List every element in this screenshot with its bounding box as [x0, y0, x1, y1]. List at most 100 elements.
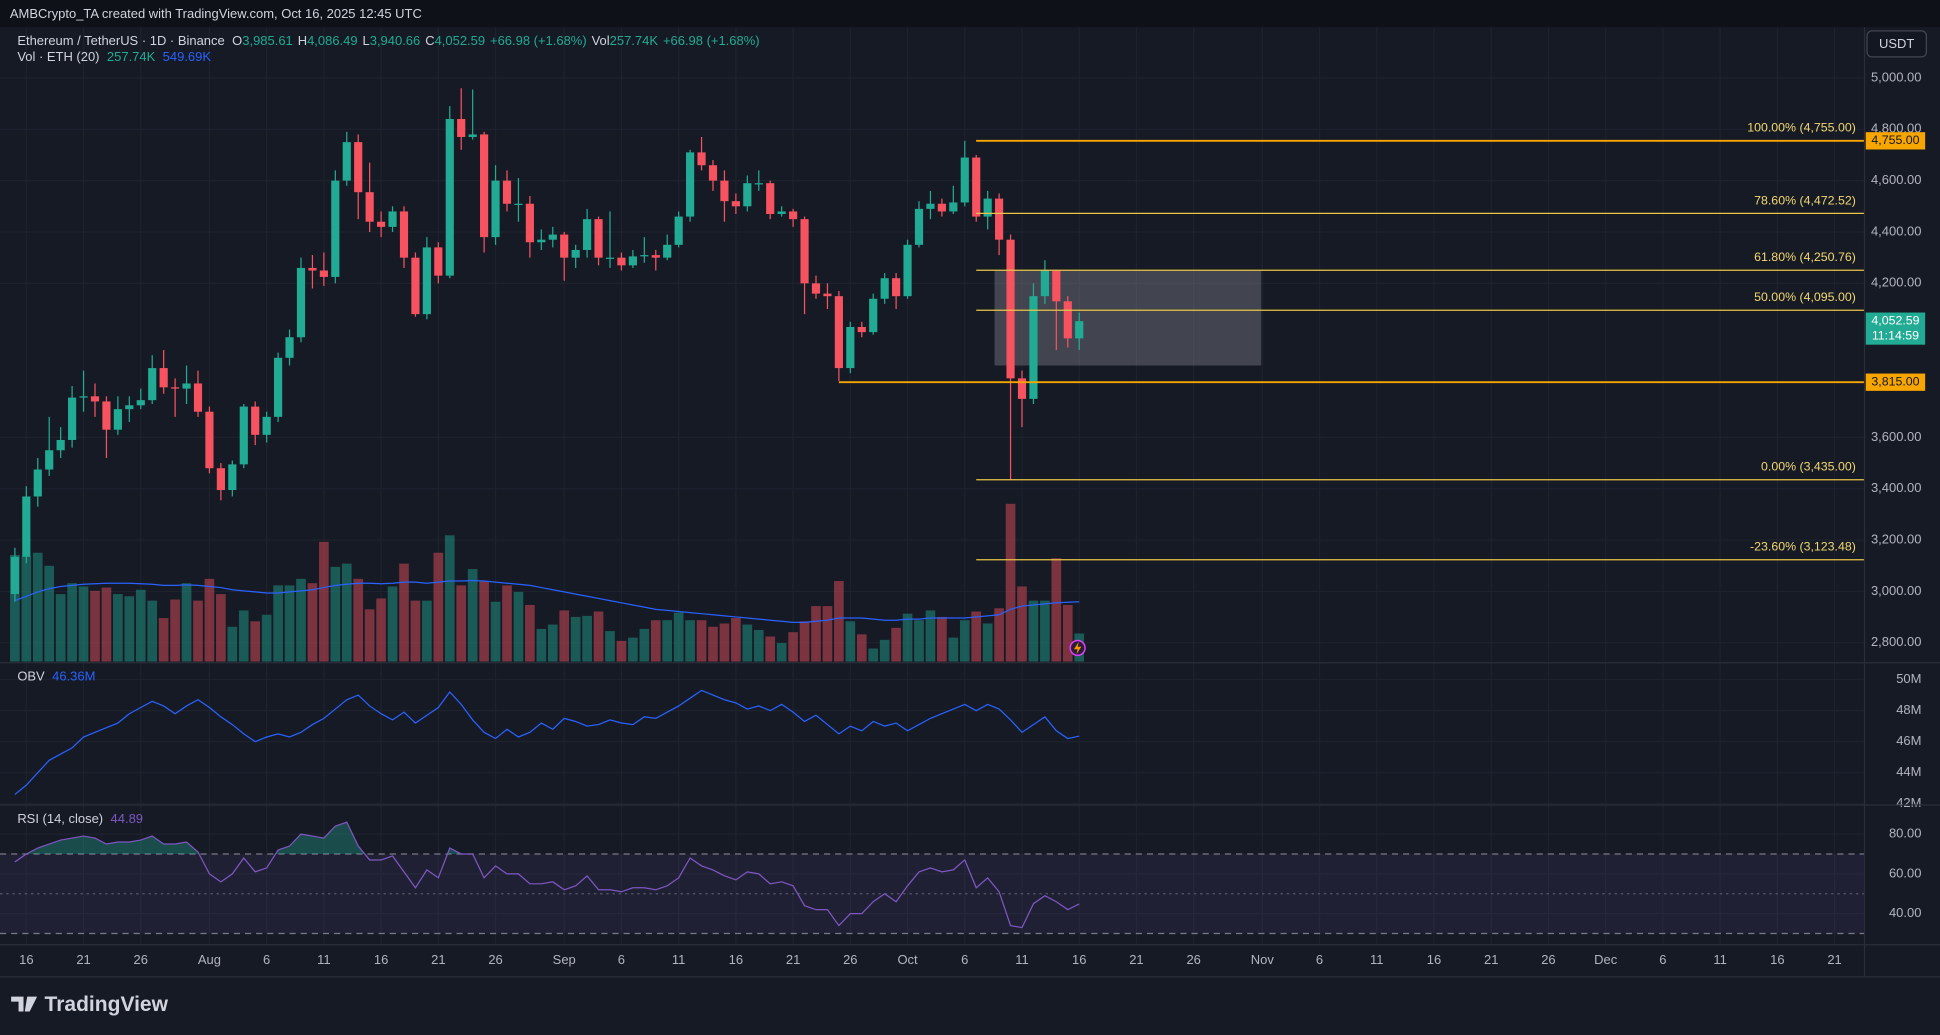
volume-bar [444, 535, 455, 662]
fib-label: 61.80% (4,250.76) [1754, 250, 1856, 264]
x-tick-label: 6 [618, 952, 625, 967]
x-tick-label: 26 [488, 952, 502, 967]
candle-body [686, 152, 695, 217]
candle-body [239, 406, 248, 465]
x-tick-label: Sep [553, 952, 576, 967]
volume-bar [834, 581, 844, 662]
candle-body [90, 396, 100, 402]
volume-bar [181, 583, 192, 662]
candle-body [605, 257, 615, 259]
candle-body [56, 439, 65, 451]
y-tick-label: 44M [1896, 764, 1921, 779]
x-tick-label: 26 [1541, 952, 1555, 967]
candle-body [205, 411, 214, 469]
volume-bar [1062, 604, 1073, 662]
volume-bar [341, 563, 352, 662]
x-tick-label: 6 [961, 952, 968, 967]
volume-bar [44, 565, 55, 662]
candle-body [823, 293, 832, 297]
candle-body [663, 244, 672, 258]
candle-body [1063, 301, 1072, 339]
volume-bar [788, 632, 798, 662]
candle-body [331, 180, 340, 277]
volume-bar [822, 606, 833, 662]
x-tick-label: Dec [1594, 952, 1618, 967]
volume-bar [708, 626, 718, 662]
y-tick-label: 50M [1896, 671, 1921, 686]
volume-bar [1017, 586, 1027, 662]
volume-bar [353, 578, 364, 662]
volume-bar [799, 621, 810, 662]
volume-bar [628, 637, 638, 662]
volume-bar [422, 600, 432, 662]
candle-body [1017, 378, 1027, 399]
x-tick-label: 11 [1713, 952, 1726, 967]
volume-bar [158, 618, 169, 662]
candle-body [125, 405, 134, 410]
volume-ma-legend-value: 549.69K [163, 50, 212, 65]
candle-body [571, 249, 580, 258]
candle-body [216, 468, 225, 491]
price-tag [1865, 132, 1926, 150]
ohlc-value: 3,940.66 [370, 33, 420, 48]
volume-bar [753, 630, 764, 662]
candle-body [1040, 270, 1049, 297]
candle-body [33, 469, 42, 497]
volume-bar [147, 600, 158, 662]
x-tick-label: 16 [1427, 952, 1441, 967]
candle-body [434, 247, 443, 276]
change: +66.98 (+1.68%) [490, 33, 587, 48]
candle-body [22, 496, 31, 557]
candle-body [903, 244, 912, 297]
volume-bar [616, 640, 627, 662]
x-tick-label: Oct [897, 952, 918, 967]
volume-bar [135, 589, 146, 662]
fib-label: 50.00% (4,095.00) [1754, 290, 1856, 304]
last-price-tag [1865, 312, 1926, 345]
candle-body [926, 203, 935, 209]
candle-body [148, 368, 157, 401]
volume-bar [67, 583, 77, 662]
volume-bar [170, 599, 180, 662]
candle-body [68, 397, 77, 440]
candle-body [960, 157, 969, 203]
x-tick-label: 11 [317, 952, 330, 967]
volume-bar [101, 587, 112, 662]
candle-body [640, 255, 649, 257]
candle-body [674, 216, 683, 245]
candle-body [811, 283, 821, 294]
volume-bar [593, 611, 604, 662]
volume-bar [319, 541, 329, 662]
volume-bar [994, 608, 1004, 662]
candle-body [537, 239, 546, 243]
candle-body [342, 142, 351, 181]
x-tick-label: 21 [786, 952, 800, 967]
volume-bar [204, 578, 215, 662]
volume-bar [982, 623, 993, 662]
ohlc-key: L [363, 33, 370, 48]
currency[interactable]: USDT [1879, 36, 1914, 51]
candle-body [491, 180, 500, 238]
volume-bar [502, 585, 512, 662]
volume-bar [467, 569, 478, 662]
price-tag [1865, 373, 1926, 391]
candle-body [1006, 239, 1015, 379]
credit-bar [0, 0, 1940, 28]
candle-body [846, 326, 855, 369]
fib-label: 0.00% (3,435.00) [1761, 460, 1856, 474]
volume-bar [845, 621, 856, 662]
currency-button[interactable] [1866, 30, 1928, 58]
y-tick-label: 4,400.00 [1871, 223, 1921, 238]
volume-ma-line [14, 579, 1080, 624]
x-tick-label: 11 [672, 952, 685, 967]
candle-body [262, 416, 271, 435]
candle-body [308, 267, 317, 271]
volume-title: Vol · ETH (20) [17, 50, 99, 65]
candle-body [583, 219, 592, 250]
y-tick-label: 3,000.00 [1871, 583, 1921, 598]
volume-bar [307, 583, 318, 662]
x-tick-label: 26 [843, 952, 857, 967]
candle-body [365, 192, 374, 222]
y-tick-label: 2,800.00 [1871, 634, 1921, 649]
